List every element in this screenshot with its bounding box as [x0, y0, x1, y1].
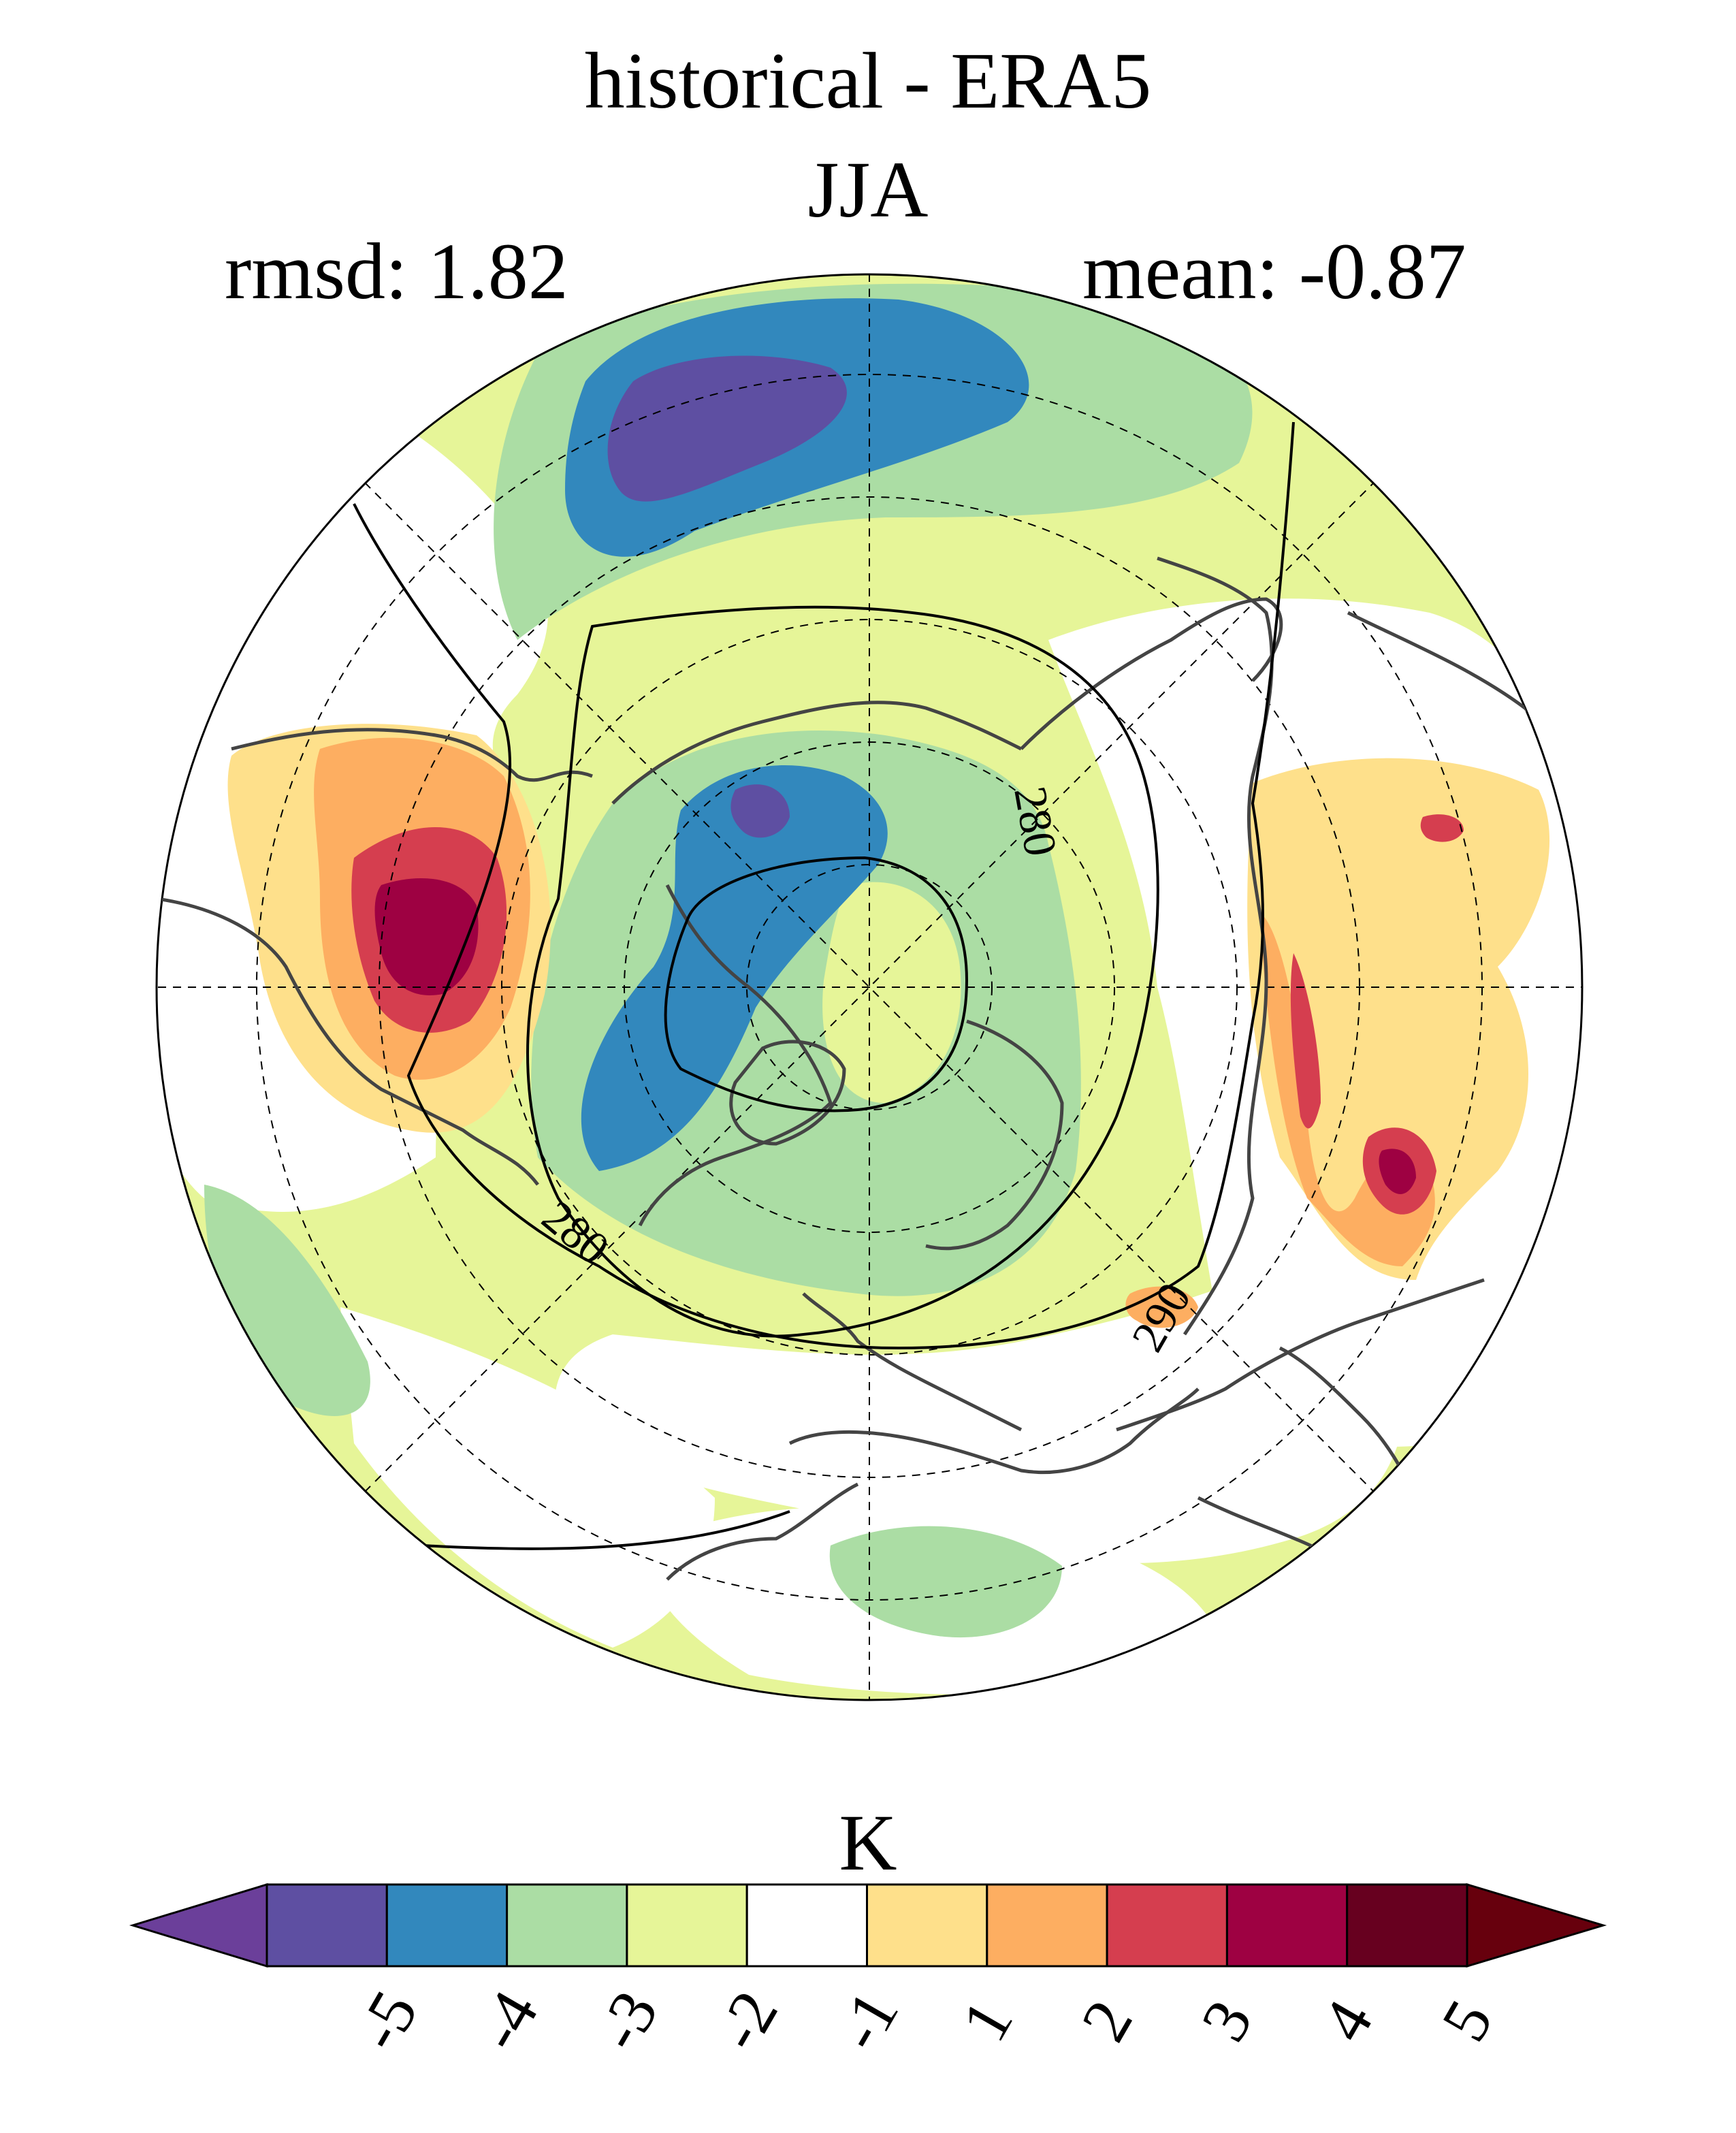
- colorbar-swatch: [745, 1883, 868, 1968]
- colorbar-swatch: [986, 1883, 1108, 1968]
- colorbar-swatch: [506, 1883, 628, 1968]
- graticule: [157, 274, 1582, 1700]
- field-green-arctic: [531, 731, 1081, 1296]
- colorbar-swatch: [866, 1883, 988, 1968]
- colorbar-swatch: [385, 1883, 509, 1968]
- colorbar-units-label: K: [839, 1798, 897, 1887]
- colorbar-swatch: [1225, 1883, 1349, 1968]
- contour-280-outer: [526, 605, 1159, 1338]
- field-purple-pacific: [607, 355, 847, 502]
- rmsd-label: rmsd: 1.82: [225, 227, 568, 316]
- colorbar-swatch: [1106, 1883, 1228, 1968]
- field-yellow-green-central: [822, 882, 961, 1103]
- plot-subtitle-season: JJA: [807, 145, 929, 234]
- plot-title: historical - ERA5: [584, 36, 1152, 125]
- coastlines: [157, 556, 1575, 1581]
- field-blue-greenland: [581, 765, 888, 1171]
- colorbar-swatch: [1346, 1883, 1468, 1968]
- field-warm-asia-6: [1420, 814, 1464, 842]
- colorbar-swatch: [266, 1883, 388, 1968]
- field-warm-asia-5: [1379, 1149, 1416, 1194]
- colorbar-over-arrow: [1466, 1882, 1607, 1968]
- field-warm-namerica-4: [374, 878, 479, 995]
- field-warm-asia-3: [1290, 953, 1321, 1129]
- colorbar-swatch: [626, 1883, 748, 1968]
- contour-290: [353, 421, 1295, 1350]
- contours: [353, 421, 1295, 1550]
- field-warm-europe: [1125, 1286, 1198, 1328]
- contour-label-280-east: 280: [1004, 782, 1067, 860]
- contour-280-inner: [664, 856, 969, 1112]
- contour-south: [421, 1510, 790, 1550]
- colorbar-under-arrow: [129, 1882, 268, 1968]
- field-zero-region-south: [340, 1307, 715, 1648]
- colorbar: [129, 1882, 1607, 1968]
- mean-label: mean: -0.87: [1082, 227, 1466, 316]
- field-green-africa: [829, 1526, 1062, 1638]
- field-purple-arctic: [730, 784, 790, 838]
- field-green-atlantic: [204, 1185, 370, 1416]
